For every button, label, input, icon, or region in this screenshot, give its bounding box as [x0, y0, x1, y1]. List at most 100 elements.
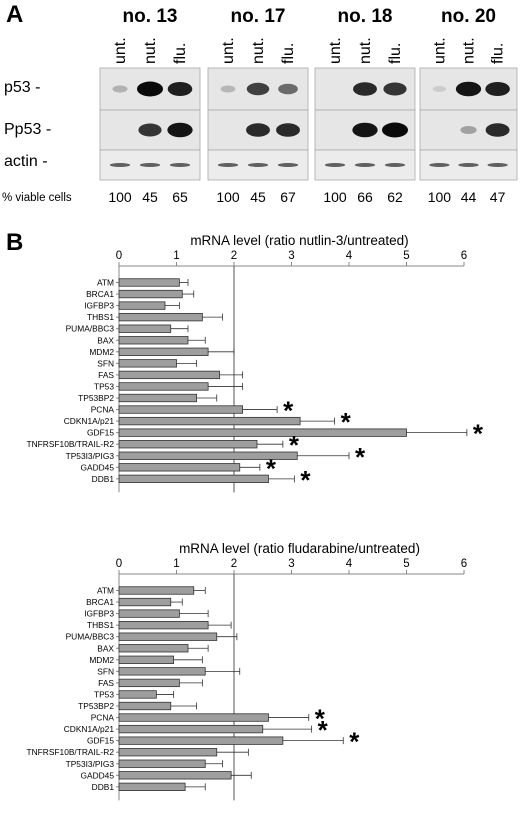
gene-label: PCNA [91, 713, 115, 723]
gene-label: PCNA [91, 405, 115, 415]
blot-band-actin [217, 163, 239, 167]
viable-value: 45 [142, 189, 158, 205]
viable-value: 100 [108, 189, 132, 205]
blot-band-actin [169, 163, 191, 167]
blot-band-p53 [167, 82, 193, 96]
bar [118, 428, 407, 437]
gene-label: PUMA/BBC3 [66, 324, 115, 334]
lane-label: flu. [387, 43, 404, 64]
viable-value: 45 [250, 189, 266, 205]
significance-asterisk: * [315, 704, 326, 734]
gene-label: MDM2 [89, 655, 114, 665]
blot-band-pp53 [246, 123, 270, 137]
significance-asterisk: * [318, 715, 329, 745]
gene-label: GDF15 [87, 428, 114, 438]
viable-value: 100 [323, 189, 347, 205]
gene-label: ATM [97, 586, 114, 596]
blot-band-pp53 [460, 126, 477, 134]
lane-label: flu. [490, 43, 507, 64]
bar [118, 405, 244, 414]
blot-band-p53 [485, 82, 510, 96]
bar [118, 690, 157, 699]
viable-value: 44 [461, 189, 477, 205]
blot-band-p53 [455, 81, 482, 97]
sample-title: no. 18 [338, 6, 393, 27]
bar [118, 301, 166, 310]
lane-label: flu. [172, 43, 189, 64]
bar [118, 336, 189, 345]
blot-band-p53 [137, 81, 163, 97]
blot-band-pp53 [352, 122, 378, 138]
lane-label: flu. [280, 43, 297, 64]
lane-label: unt. [112, 37, 129, 64]
gene-label: TNFRSF10B/TRAIL-R2 [27, 439, 115, 449]
x-tick-label: 1 [173, 250, 179, 262]
gene-label: TP53 [94, 381, 114, 391]
gene-label: GADD45 [80, 462, 114, 472]
lane-label: nut. [357, 37, 374, 64]
x-tick-label: 2 [231, 250, 237, 262]
gene-label: BRCA1 [86, 289, 114, 299]
gene-label: GDF15 [87, 736, 114, 746]
bar [118, 701, 172, 711]
gene-label: IGFBP3 [84, 301, 114, 311]
blot-band-pp53 [276, 123, 300, 137]
gene-label: CDKN1A/p21 [64, 416, 115, 426]
blot-band-actin [384, 163, 406, 167]
bar [118, 324, 172, 333]
bar [118, 289, 183, 299]
x-tick-label: 3 [288, 250, 294, 262]
significance-asterisk: * [473, 419, 484, 449]
bar [118, 759, 206, 768]
panel-a-letter: A [6, 1, 23, 28]
bar [118, 667, 206, 676]
x-tick-label: 4 [346, 250, 353, 262]
viable-value: 65 [172, 189, 188, 205]
gene-label: MDM2 [89, 347, 114, 357]
row-label-pp53: Pp53 - [4, 121, 51, 138]
blot-band-pp53 [382, 122, 408, 138]
blot-band-pp53 [167, 122, 193, 138]
bar [118, 393, 198, 403]
significance-asterisk: * [266, 453, 277, 483]
blot-band-p53 [220, 85, 236, 93]
chart-2: mRNA level (ratio fludarabine/untreated)… [27, 541, 467, 801]
significance-asterisk: * [341, 407, 352, 437]
blot-band-actin [324, 163, 346, 167]
lane-label: unt. [220, 37, 237, 64]
bar [118, 370, 221, 380]
bar [118, 440, 258, 449]
x-tick-label: 1 [173, 558, 179, 570]
bar [118, 278, 180, 287]
significance-asterisk: * [349, 727, 360, 757]
chart-title: mRNA level (ratio fludarabine/untreated) [179, 541, 420, 556]
row-label-actin: actin - [4, 153, 48, 170]
bar [118, 632, 218, 641]
x-tick-label: 6 [461, 250, 467, 262]
x-tick-label: 0 [116, 558, 122, 570]
significance-asterisk: * [355, 442, 366, 472]
bar [118, 678, 180, 688]
gene-label: THBS1 [87, 620, 114, 630]
gene-label: DDB1 [92, 474, 115, 484]
bar [118, 713, 269, 722]
gene-label: TP53BP2 [78, 701, 114, 711]
gene-label: DDB1 [92, 782, 115, 792]
panel-b-letter: B [6, 229, 23, 256]
x-tick-label: 4 [346, 558, 353, 570]
blot-band-actin [277, 163, 299, 167]
viable-value: 47 [490, 189, 506, 205]
bar [118, 597, 172, 607]
viable-value: 66 [357, 189, 373, 205]
gene-label: TP53BP2 [78, 393, 114, 403]
chart-1: mRNA level (ratio nutlin-3/untreated) 0 1 2… [27, 233, 484, 495]
gene-label: IGFBP3 [84, 609, 114, 619]
significance-asterisk: * [289, 430, 300, 460]
blot-band-p53 [432, 86, 447, 92]
bar [118, 644, 189, 653]
lane-label: nut. [461, 37, 478, 64]
chart-title: mRNA level (ratio nutlin-3/untreated) [190, 233, 408, 248]
gene-label: ATM [97, 278, 114, 288]
gene-label: SFN [97, 666, 114, 676]
